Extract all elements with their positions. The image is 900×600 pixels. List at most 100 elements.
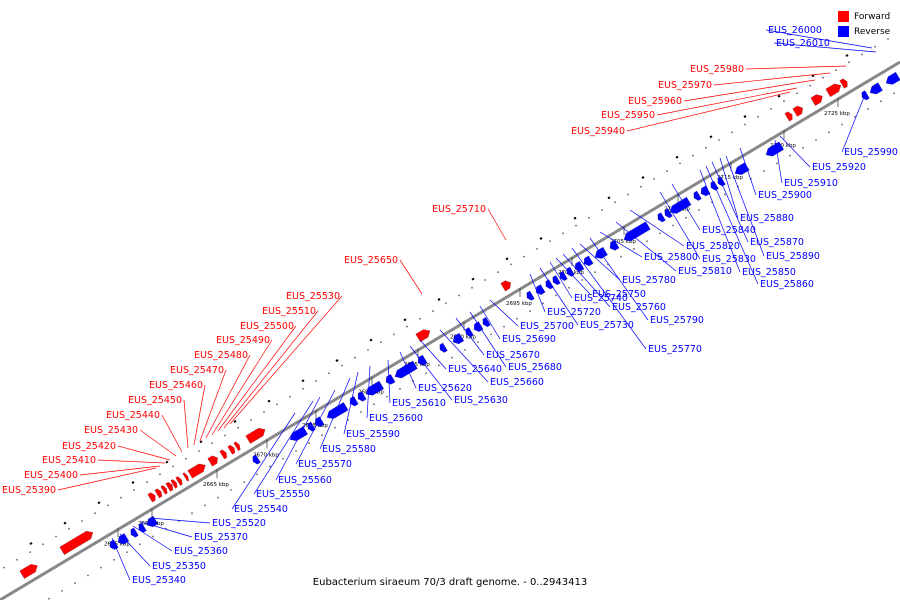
reverse-gene[interactable]: [525, 290, 535, 302]
reverse-gene[interactable]: [408, 360, 418, 372]
gene-label[interactable]: EUS_25530: [286, 291, 340, 302]
gene-label[interactable]: EUS_25760: [612, 302, 666, 313]
reverse-gene[interactable]: [534, 284, 546, 297]
gene-label[interactable]: EUS_25690: [502, 334, 556, 345]
gene-label[interactable]: EUS_25440: [106, 410, 160, 421]
reverse-gene[interactable]: [551, 275, 561, 286]
reverse-gene[interactable]: [622, 221, 651, 244]
forward-gene[interactable]: [59, 529, 96, 555]
gene-label[interactable]: EUS_25980: [690, 64, 744, 75]
forward-gene[interactable]: [182, 472, 190, 482]
gene-label[interactable]: EUS_25510: [262, 306, 316, 317]
forward-gene[interactable]: [784, 110, 795, 122]
gene-label[interactable]: EUS_26000: [768, 25, 822, 36]
gene-label[interactable]: EUS_25750: [592, 289, 646, 300]
gene-label[interactable]: EUS_25620: [418, 383, 472, 394]
forward-gene[interactable]: [227, 444, 237, 455]
reverse-gene[interactable]: [129, 527, 139, 539]
gene-label[interactable]: EUS_25600: [369, 413, 423, 424]
gene-label[interactable]: EUS_25680: [508, 362, 562, 373]
reverse-gene[interactable]: [558, 271, 568, 282]
gene-label[interactable]: EUS_25810: [678, 266, 732, 277]
gene-label[interactable]: EUS_25570: [298, 459, 352, 470]
forward-gene[interactable]: [154, 488, 164, 499]
gene-label[interactable]: EUS_25850: [742, 267, 796, 278]
forward-gene[interactable]: [500, 279, 513, 292]
reverse-gene[interactable]: [288, 426, 308, 444]
gene-label[interactable]: EUS_25730: [580, 320, 634, 331]
forward-gene[interactable]: [165, 481, 175, 492]
gene-label[interactable]: EUS_25470: [170, 365, 224, 376]
gene-label[interactable]: EUS_25920: [812, 162, 866, 173]
gene-label[interactable]: EUS_25650: [344, 255, 398, 266]
gene-label[interactable]: EUS_25350: [152, 561, 206, 572]
gene-label[interactable]: EUS_25970: [658, 80, 712, 91]
gene-label[interactable]: EUS_25450: [128, 395, 182, 406]
gene-label[interactable]: EUS_25940: [571, 126, 625, 137]
gene-label[interactable]: EUS_25870: [750, 237, 804, 248]
gene-label[interactable]: EUS_25630: [454, 395, 508, 406]
gene-label[interactable]: EUS_25890: [766, 251, 820, 262]
gene-label[interactable]: EUS_25990: [844, 147, 898, 158]
gene-label[interactable]: EUS_25670: [486, 350, 540, 361]
forward-gene[interactable]: [207, 454, 220, 467]
forward-gene[interactable]: [825, 81, 843, 97]
forward-gene[interactable]: [147, 491, 158, 503]
gene-label[interactable]: EUS_25880: [740, 213, 794, 224]
reverse-gene[interactable]: [116, 533, 129, 546]
gene-label[interactable]: EUS_25610: [392, 398, 446, 409]
reverse-gene[interactable]: [582, 255, 594, 268]
gene-label[interactable]: EUS_25370: [194, 532, 248, 543]
gene-label[interactable]: EUS_26010: [776, 38, 830, 49]
gene-label[interactable]: EUS_25500: [240, 321, 294, 332]
forward-gene[interactable]: [160, 485, 169, 495]
reverse-gene[interactable]: [416, 354, 428, 367]
reverse-gene[interactable]: [481, 317, 491, 328]
reverse-gene[interactable]: [868, 82, 883, 97]
gene-label[interactable]: EUS_25720: [547, 307, 601, 318]
forward-gene[interactable]: [810, 92, 825, 106]
gene-label[interactable]: EUS_25710: [432, 204, 486, 215]
reverse-gene[interactable]: [325, 402, 349, 421]
gene-label[interactable]: EUS_25830: [702, 254, 756, 265]
gene-label[interactable]: EUS_25540: [234, 504, 288, 515]
forward-gene[interactable]: [839, 78, 850, 89]
forward-gene[interactable]: [245, 426, 268, 444]
gene-label[interactable]: EUS_25420: [62, 441, 116, 452]
reverse-gene[interactable]: [593, 247, 608, 261]
reverse-gene[interactable]: [573, 261, 585, 273]
forward-gene[interactable]: [170, 479, 179, 489]
gene-label[interactable]: EUS_25520: [212, 518, 266, 529]
reverse-gene[interactable]: [356, 391, 367, 402]
reverse-gene[interactable]: [764, 141, 784, 159]
gene-label[interactable]: EUS_25580: [322, 444, 376, 455]
reverse-gene[interactable]: [464, 327, 474, 338]
gene-label[interactable]: EUS_25860: [760, 279, 814, 290]
reverse-gene[interactable]: [137, 522, 147, 534]
gene-label[interactable]: EUS_25390: [2, 485, 56, 496]
gene-label[interactable]: EUS_25460: [149, 380, 203, 391]
gene-label[interactable]: EUS_25740: [574, 293, 628, 304]
gene-label[interactable]: EUS_25820: [686, 241, 740, 252]
forward-gene[interactable]: [175, 476, 184, 486]
gene-label[interactable]: EUS_25360: [174, 546, 228, 557]
gene-label[interactable]: EUS_25400: [24, 470, 78, 481]
forward-gene[interactable]: [415, 327, 433, 342]
gene-label[interactable]: EUS_25490: [216, 335, 270, 346]
gene-label[interactable]: EUS_25910: [784, 178, 838, 189]
gene-label[interactable]: EUS_25410: [42, 455, 96, 466]
reverse-gene[interactable]: [656, 212, 666, 224]
reverse-gene[interactable]: [364, 380, 384, 398]
gene-label[interactable]: EUS_25780: [622, 275, 676, 286]
gene-label[interactable]: EUS_25550: [256, 489, 310, 500]
reverse-gene[interactable]: [384, 374, 396, 386]
gene-label[interactable]: EUS_25900: [758, 190, 812, 201]
forward-gene[interactable]: [19, 562, 40, 579]
reverse-gene[interactable]: [348, 396, 359, 407]
gene-label[interactable]: EUS_25560: [278, 475, 332, 486]
gene-label[interactable]: EUS_25590: [346, 429, 400, 440]
gene-label[interactable]: EUS_25430: [84, 425, 138, 436]
gene-label[interactable]: EUS_25660: [490, 377, 544, 388]
reverse-gene[interactable]: [438, 342, 448, 354]
reverse-gene[interactable]: [668, 197, 692, 216]
